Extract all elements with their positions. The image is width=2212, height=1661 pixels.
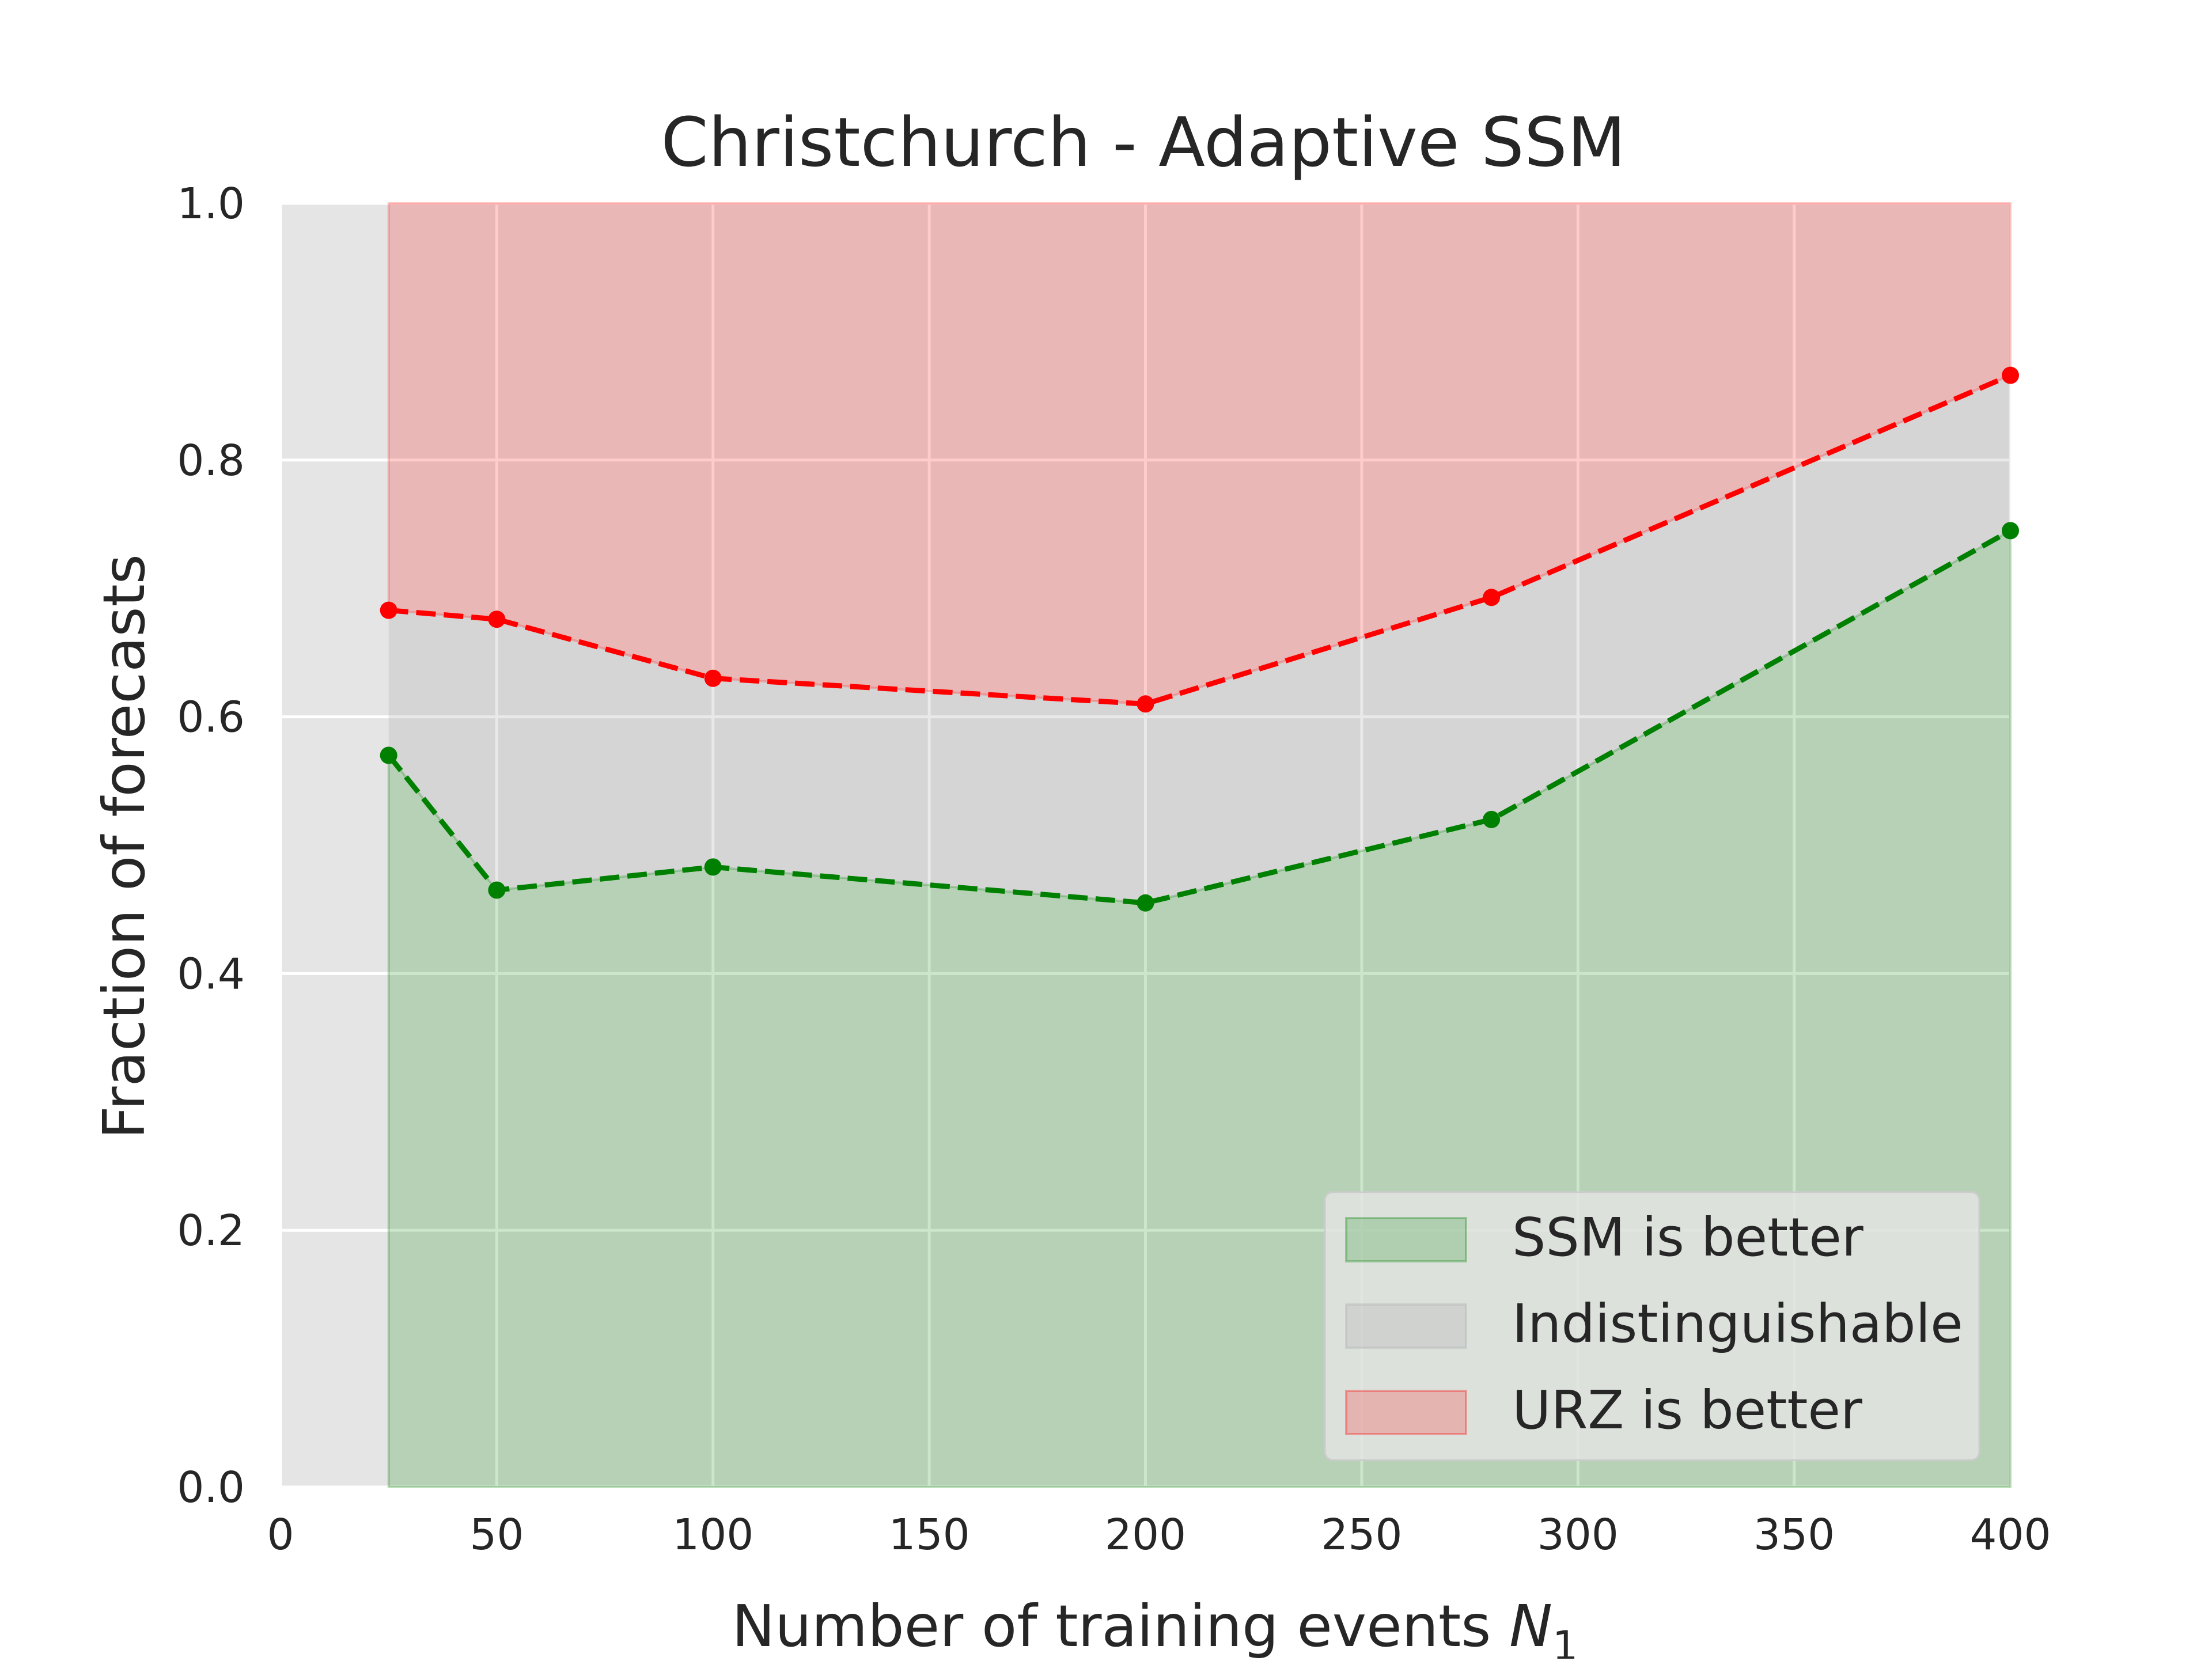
x-axis-label-text: Number of training events — [732, 1592, 1491, 1659]
y-tick-label: 0.2 — [177, 1206, 245, 1256]
x-tick-label: 400 — [1969, 1510, 2051, 1560]
x-tick-label: 50 — [469, 1510, 524, 1560]
y-tick-label: 1.0 — [177, 179, 245, 229]
point-ssm — [1483, 810, 1501, 828]
x-axis-label: Number of training events N1 — [732, 1592, 1578, 1659]
point-ssm — [488, 881, 506, 899]
y-tick-label: 0.0 — [177, 1463, 245, 1512]
region-indistinguishable — [388, 375, 2010, 903]
legend: SSM is better Indistinguishable URZ is bet… — [1324, 1191, 1980, 1461]
y-axis-label: Fraction of forecasts — [90, 554, 158, 1139]
y-tick-label: 0.8 — [177, 436, 245, 486]
point-urz — [1137, 695, 1154, 713]
point-urz — [704, 669, 722, 687]
x-tick-label: 0 — [267, 1510, 294, 1560]
x-tick-label: 250 — [1321, 1510, 1402, 1560]
point-ssm — [2002, 522, 2019, 540]
x-tick-label: 150 — [889, 1510, 970, 1560]
legend-label: SSM is better — [1512, 1207, 1863, 1268]
y-tick-label: 0.6 — [177, 693, 245, 742]
x-tick-label: 350 — [1753, 1510, 1835, 1560]
plot-area — [279, 202, 2019, 1489]
x-tick-labels: 0 50 100 150 200 250 300 350 400 — [267, 1510, 2051, 1560]
legend-frame — [1324, 1191, 1980, 1461]
legend-swatch — [1345, 1303, 1467, 1349]
legend-label: Indistinguishable — [1512, 1293, 1963, 1355]
point-urz — [2002, 366, 2019, 384]
series-line-ssm — [387, 528, 2012, 906]
legend-swatch — [1345, 1390, 1467, 1435]
x-tick-label: 100 — [672, 1510, 753, 1560]
point-urz — [1483, 589, 1501, 606]
legend-label: URZ is better — [1512, 1379, 1862, 1441]
series-line-urz — [388, 373, 2012, 707]
point-urz — [380, 601, 397, 619]
legend-swatch — [1345, 1217, 1467, 1262]
x-tick-label: 300 — [1537, 1510, 1619, 1560]
x-tick-label: 200 — [1105, 1510, 1186, 1560]
point-urz — [488, 610, 506, 628]
x-axis-label-subscript: 1 — [1552, 1622, 1578, 1659]
y-tick-labels: 0.0 0.2 0.4 0.6 0.8 1.0 — [177, 179, 245, 1512]
point-ssm — [704, 858, 722, 876]
point-ssm — [1137, 894, 1154, 912]
chart-title: Christchurch - Adaptive SSM — [661, 103, 1626, 182]
y-tick-label: 0.4 — [177, 949, 245, 999]
point-ssm — [380, 746, 397, 764]
x-axis-label-symbol: N — [1509, 1592, 1552, 1659]
